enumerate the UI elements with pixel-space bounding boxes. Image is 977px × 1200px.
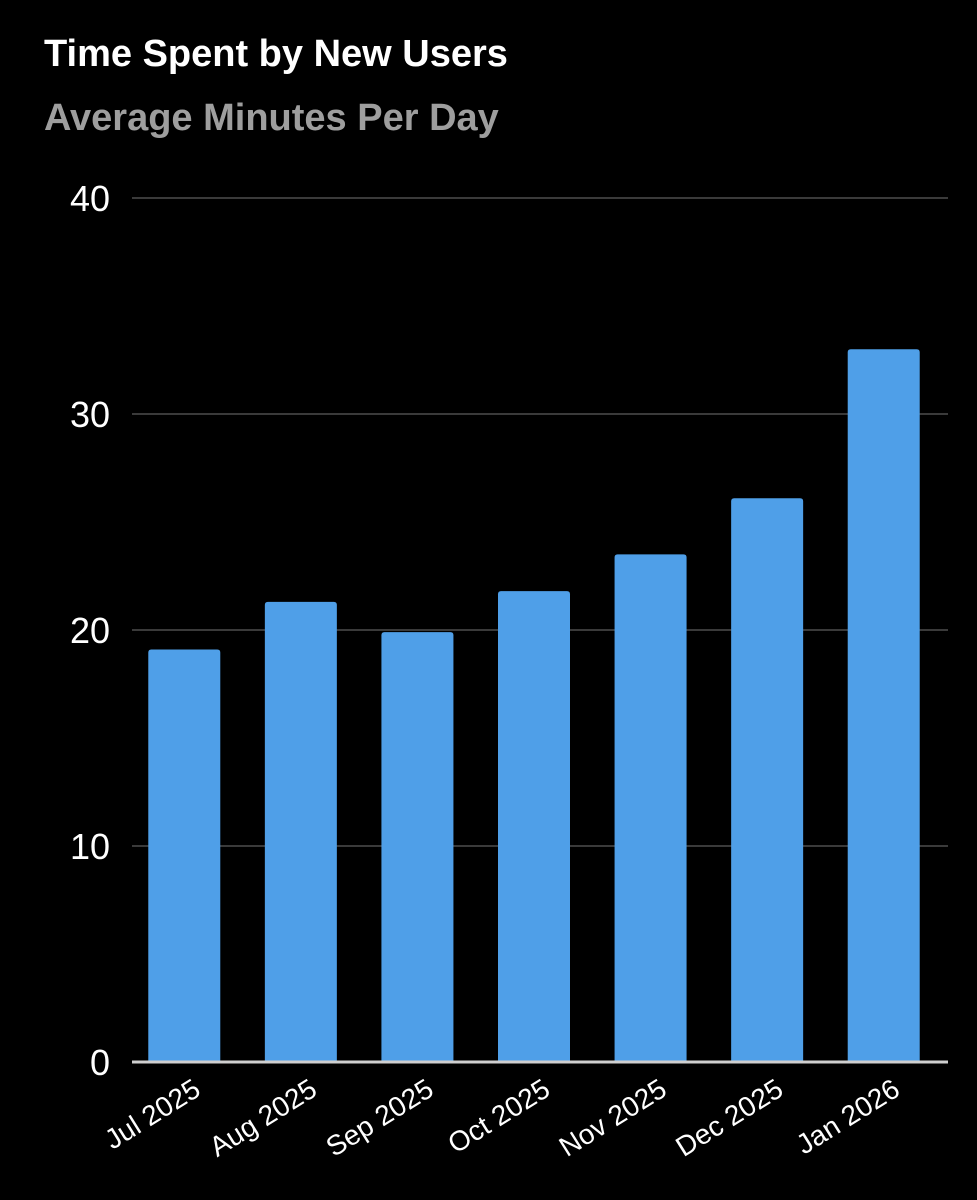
bar bbox=[847, 349, 920, 1062]
y-tick-label: 0 bbox=[90, 1042, 110, 1083]
y-tick-label: 30 bbox=[70, 394, 110, 435]
bar bbox=[381, 632, 454, 1062]
chart-title: Time Spent by New Users bbox=[44, 33, 508, 75]
bar bbox=[498, 591, 570, 1062]
bar bbox=[614, 554, 687, 1062]
x-tick-label: Nov 2025 bbox=[554, 1073, 672, 1163]
x-tick-label: Jan 2026 bbox=[791, 1073, 905, 1160]
x-tick-label: Jul 2025 bbox=[99, 1073, 205, 1155]
x-tick-label: Sep 2025 bbox=[321, 1073, 439, 1163]
x-tick-label: Dec 2025 bbox=[670, 1073, 788, 1163]
chart-subtitle: Average Minutes Per Day bbox=[44, 97, 499, 139]
bars bbox=[148, 349, 920, 1062]
y-tick-label: 10 bbox=[70, 826, 110, 867]
x-tick-label: Aug 2025 bbox=[204, 1073, 322, 1163]
bar bbox=[731, 498, 804, 1062]
bar bbox=[264, 601, 337, 1062]
bar bbox=[148, 649, 221, 1062]
x-tick-label: Oct 2025 bbox=[442, 1073, 555, 1160]
y-tick-label: 40 bbox=[70, 178, 110, 219]
y-tick-label: 20 bbox=[70, 610, 110, 651]
